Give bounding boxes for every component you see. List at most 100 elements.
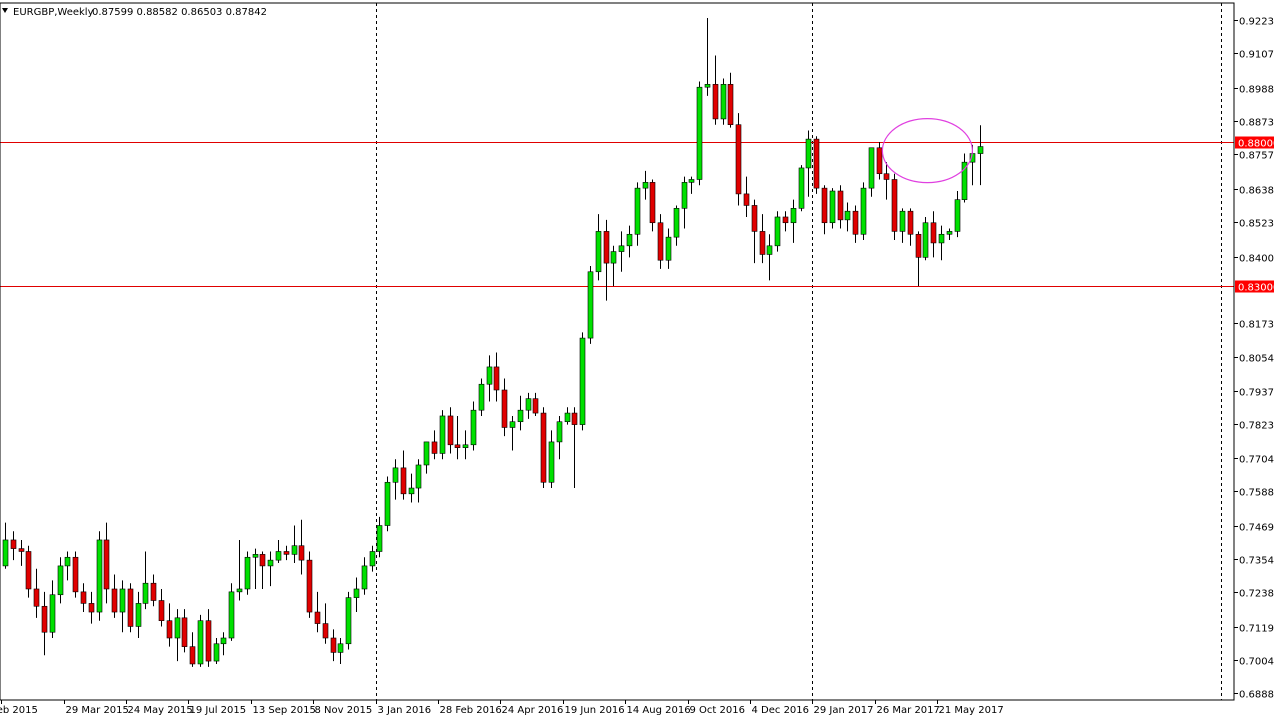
candle	[774, 211, 781, 252]
candle	[579, 332, 586, 431]
candle	[790, 199, 797, 243]
candle	[454, 415, 461, 460]
candle-body-bull	[228, 591, 235, 639]
candle	[189, 632, 196, 667]
candle	[805, 130, 812, 197]
candle-body-bear	[431, 441, 438, 454]
candle-body-bear	[447, 415, 454, 446]
candle-body-bull	[252, 554, 259, 558]
candle	[174, 609, 181, 662]
candle-body-bull	[548, 441, 555, 483]
candle-body-bull	[135, 603, 142, 627]
candle	[829, 188, 836, 229]
candle	[314, 591, 321, 633]
candle	[18, 539, 25, 566]
candle-body-bear	[915, 233, 922, 258]
candle	[704, 17, 711, 96]
y-tick-label: 0.72385	[1239, 589, 1274, 600]
candle-body-bear	[41, 605, 48, 633]
candle-body-bear	[712, 84, 719, 120]
candle	[766, 234, 773, 281]
candle	[57, 557, 64, 604]
candle-body-bear	[158, 600, 165, 621]
candle	[447, 407, 454, 454]
x-tick-label: 29 Jan 2017	[814, 705, 874, 716]
x-tick-label: 21 May 2017	[939, 705, 1004, 716]
y-tick-label: 0.71195	[1239, 624, 1274, 635]
caret-down-icon[interactable]	[2, 8, 8, 13]
candle-body-bear	[33, 588, 40, 607]
candle	[228, 583, 235, 641]
candle	[649, 179, 656, 232]
candle-body-bull	[353, 588, 360, 598]
candle	[626, 225, 633, 258]
candle-body-bull	[720, 84, 727, 120]
candle-body-bear	[930, 222, 937, 244]
candle	[158, 588, 165, 627]
candle	[688, 176, 695, 194]
candle-body-bull	[174, 617, 181, 639]
candle	[103, 522, 110, 604]
candle	[751, 199, 758, 264]
candle-body-bear	[103, 539, 110, 590]
candle	[556, 415, 563, 460]
chart-ohlc: 0.87599 0.88582 0.86503 0.87842	[92, 7, 267, 18]
candle-body-bear	[735, 124, 742, 195]
candle	[532, 392, 539, 416]
candle-body-bear	[166, 620, 173, 639]
candle	[946, 228, 953, 241]
candle	[798, 165, 805, 212]
candle-body-bull	[556, 421, 563, 443]
candle-body-bear	[540, 412, 547, 483]
candle-body-bull	[587, 271, 594, 339]
candle-body-bull	[938, 233, 945, 244]
candle-body-bull	[275, 551, 282, 561]
candle-body-bull	[415, 464, 422, 489]
candle-body-bear	[883, 173, 890, 180]
candle-body-bull	[634, 187, 641, 235]
candle-body-bull	[96, 539, 103, 613]
x-tick-label: 8 Nov 2015	[315, 705, 373, 716]
candle	[720, 78, 727, 125]
candle	[41, 591, 48, 656]
candle-body-bear	[837, 190, 844, 221]
candle	[400, 450, 407, 500]
candle	[345, 591, 352, 650]
x-tick-label: 24 May 2015	[128, 705, 193, 716]
candle	[587, 265, 594, 344]
candle	[220, 632, 227, 656]
candle	[470, 401, 477, 451]
candle	[111, 574, 118, 618]
candle-body-bull	[517, 409, 524, 423]
candle	[743, 176, 750, 217]
candle-body-bull	[704, 84, 711, 88]
highlight-ellipse[interactable]	[881, 118, 974, 184]
candle-body-bull	[119, 588, 126, 613]
candle	[915, 231, 922, 287]
y-tick-label: 0.75885	[1239, 488, 1274, 499]
candle	[837, 185, 844, 229]
candle	[384, 476, 391, 532]
candle	[603, 219, 610, 301]
x-tick-label: 19 Jun 2016	[565, 705, 625, 716]
y-tick-label: 0.91075	[1239, 50, 1274, 61]
x-tick-label: 24 Apr 2016	[502, 705, 564, 716]
y-tick-label: 0.79375	[1239, 388, 1274, 399]
candle	[244, 551, 251, 595]
candle-body-bear	[400, 467, 407, 495]
candle	[205, 609, 212, 667]
candle-body-bear	[150, 582, 157, 601]
candle-body-bear	[501, 389, 508, 428]
candle-body-bull	[922, 222, 929, 258]
period-separators	[376, 3, 1222, 700]
candle	[727, 72, 734, 128]
candle	[860, 182, 867, 241]
x-tick-label: 9 Oct 2016	[690, 705, 745, 716]
candle	[72, 551, 79, 598]
candle-body-bull	[439, 415, 446, 454]
